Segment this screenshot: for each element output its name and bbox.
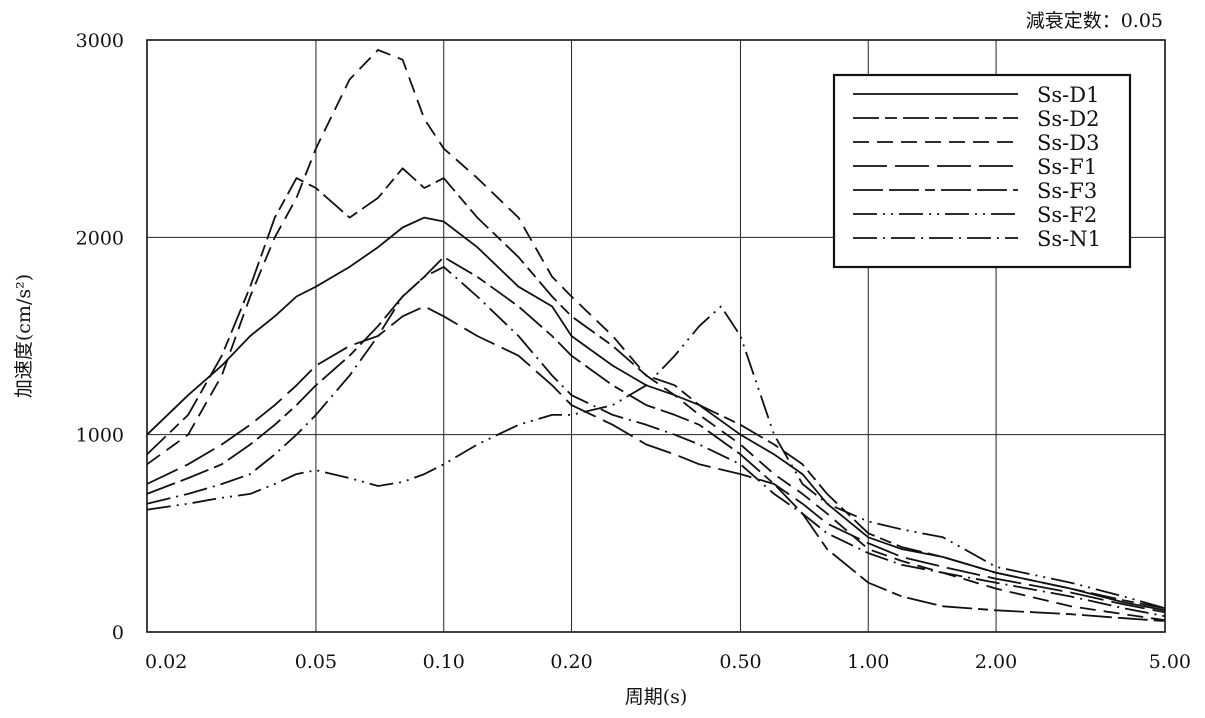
- x-tick-label: 0.02: [145, 651, 187, 673]
- legend-label: Ss-F1: [1037, 155, 1097, 179]
- legend-label: Ss-N1: [1037, 227, 1101, 251]
- series-line-ss-f3: [146, 256, 1166, 622]
- series-line-ss-d1: [146, 216, 1166, 612]
- series-line-ss-d2: [146, 167, 1166, 610]
- y-tick-label: 0: [112, 622, 124, 644]
- legend-label: Ss-F2: [1037, 203, 1097, 227]
- y-tick-label: 3000: [76, 30, 124, 52]
- x-tick-label: 2.00: [975, 651, 1017, 673]
- series-lines: [146, 49, 1166, 622]
- series-line-ss-f2: [146, 305, 1166, 610]
- x-tick-label: 0.05: [295, 651, 337, 673]
- legend-label: Ss-D2: [1037, 107, 1099, 131]
- legend-box: [832, 73, 1132, 269]
- y-tick-labels: 0 1000 2000 3000: [76, 30, 124, 644]
- y-tick-label: 1000: [76, 425, 124, 447]
- legend-label: Ss-F3: [1037, 179, 1097, 203]
- plot-frame: [146, 39, 1166, 633]
- series-line-ss-f1: [146, 305, 1166, 614]
- legend-label: Ss-D3: [1037, 131, 1099, 155]
- x-tick-label: 0.10: [423, 651, 465, 673]
- x-tick-labels: 0.02 0.05 0.10 0.20 0.50 1.00 2.00 5.00: [145, 651, 1191, 673]
- damping-annotation: 減衰定数：0.05: [1026, 10, 1163, 32]
- x-tick-label: 0.50: [719, 651, 761, 673]
- x-axis-title: 周期(s): [625, 686, 688, 708]
- x-tick-label: 5.00: [1149, 651, 1191, 673]
- series-line-ss-n1: [146, 266, 1166, 618]
- series-line-ss-d3: [146, 49, 1166, 622]
- legend-label: Ss-D1: [1037, 83, 1099, 107]
- x-tick-label: 1.00: [847, 651, 889, 673]
- x-tick-label: 0.20: [550, 651, 592, 673]
- y-tick-label: 2000: [76, 227, 124, 249]
- y-axis-title: 加速度(cm/s²): [13, 274, 35, 398]
